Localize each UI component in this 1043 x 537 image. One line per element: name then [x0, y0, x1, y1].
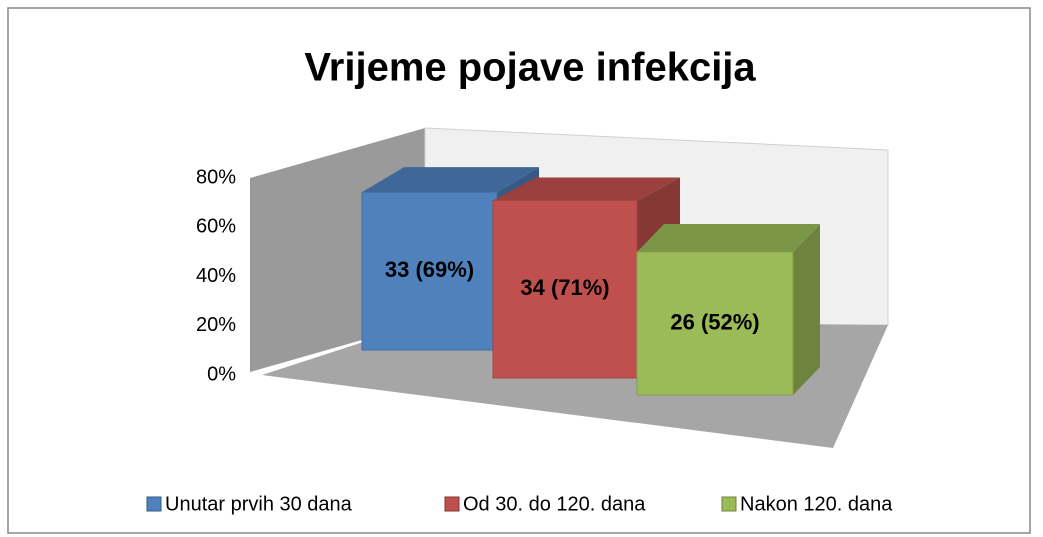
chart-title: Vrijeme pojave infekcija [304, 46, 756, 90]
y-tick-label: 60% [196, 216, 236, 238]
y-tick-label: 20% [196, 314, 236, 336]
legend-swatch [444, 496, 460, 512]
data-label: 33 (69%) [385, 257, 474, 282]
bar-side [793, 224, 820, 395]
legend-label: Unutar prvih 30 dana [165, 493, 353, 515]
legend-swatch [146, 496, 162, 512]
legend-swatch [721, 496, 737, 512]
y-tick-label: 40% [196, 265, 236, 287]
bar [361, 191, 498, 351]
bar-top [362, 167, 539, 193]
bar [636, 251, 794, 396]
data-label: 34 (71%) [520, 275, 609, 300]
data-label: 26 (52%) [670, 309, 759, 334]
y-tick-label: 80% [196, 166, 236, 188]
legend-label: Od 30. do 120. dana [463, 493, 646, 515]
legend-label: Nakon 120. dana [740, 493, 893, 515]
bar-top [637, 224, 820, 252]
y-tick-label: 0% [207, 363, 236, 385]
bar-top [493, 177, 680, 201]
